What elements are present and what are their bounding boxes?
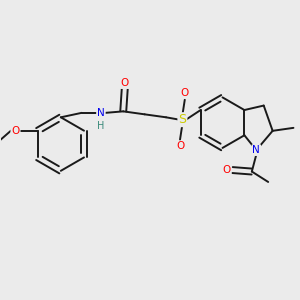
Text: H: H	[97, 121, 105, 131]
Text: N: N	[97, 108, 105, 118]
Text: O: O	[121, 78, 129, 88]
Text: N: N	[252, 145, 260, 155]
Text: O: O	[181, 88, 189, 98]
Text: O: O	[176, 141, 184, 152]
Text: O: O	[11, 126, 20, 136]
Text: O: O	[222, 165, 231, 175]
Text: S: S	[178, 113, 186, 126]
